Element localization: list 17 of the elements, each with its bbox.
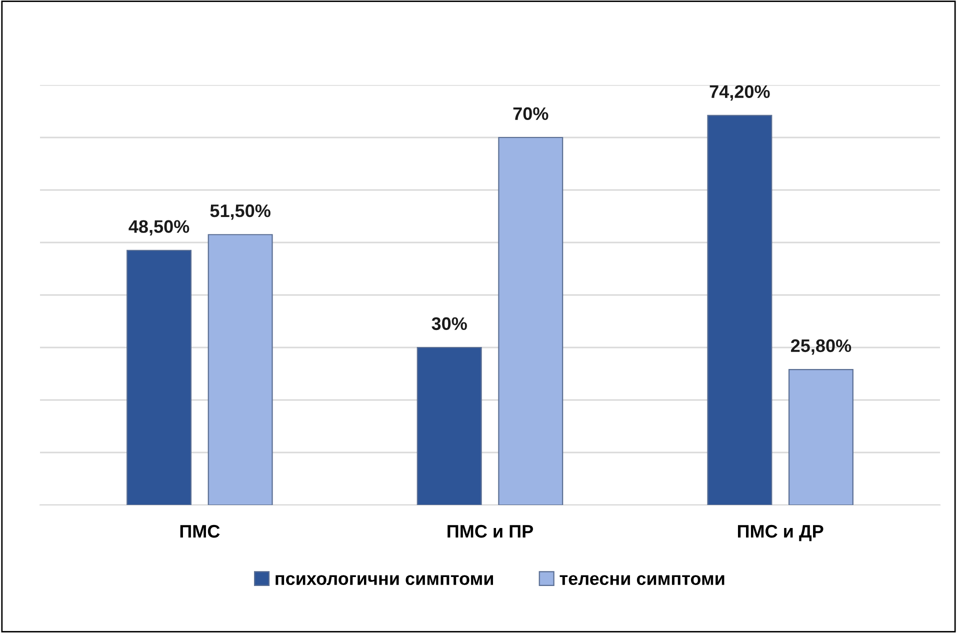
data-label: 70% (513, 107, 548, 120)
bar (208, 234, 273, 505)
data-label: 25,80% (790, 339, 852, 355)
legend-label: психологични симптоми (276, 575, 493, 586)
x-tick-label: ПМС (180, 524, 220, 538)
bar (788, 368, 854, 505)
bar (707, 114, 772, 505)
data-label: 30% (432, 317, 467, 330)
x-tick-label: ПМС и ДР (738, 524, 824, 542)
bar (126, 250, 192, 505)
legend-label: телесни симптоми (560, 575, 724, 586)
data-label: 51,50% (210, 204, 270, 220)
data-label: 74,20% (710, 85, 770, 101)
bar (498, 136, 564, 505)
x-tick-label: ПМС и ПР (448, 524, 533, 538)
bar (416, 346, 482, 505)
data-label: 48,50% (128, 220, 190, 236)
